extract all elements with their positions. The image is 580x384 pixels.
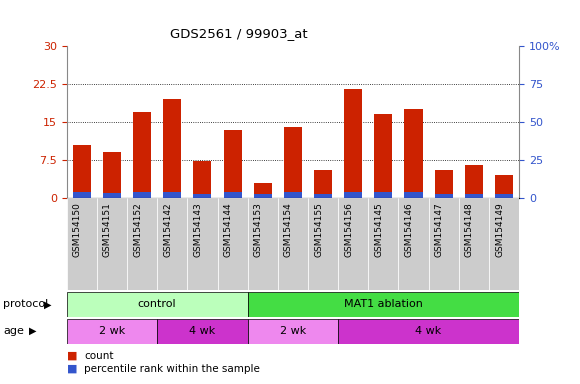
Text: GSM154150: GSM154150	[72, 202, 82, 257]
Text: GSM154147: GSM154147	[434, 202, 444, 257]
Text: count: count	[84, 351, 114, 361]
Text: ▶: ▶	[44, 299, 51, 310]
Bar	[127, 198, 157, 290]
Bar	[133, 192, 151, 198]
Bar	[284, 127, 302, 198]
Text: 2 wk: 2 wk	[280, 326, 306, 336]
Bar	[495, 194, 513, 198]
Bar	[434, 194, 453, 198]
Bar	[404, 192, 423, 198]
Bar	[495, 175, 513, 198]
Bar	[344, 192, 362, 198]
Bar	[223, 129, 242, 198]
Text: ▶: ▶	[30, 326, 37, 336]
Bar	[157, 198, 187, 290]
Bar	[253, 194, 272, 198]
Bar	[193, 161, 212, 198]
Text: GSM154149: GSM154149	[495, 202, 504, 257]
Bar	[103, 152, 121, 198]
Bar	[374, 114, 393, 198]
Bar	[429, 198, 459, 290]
Bar	[344, 89, 362, 198]
Bar	[284, 192, 302, 198]
Text: GSM154154: GSM154154	[284, 202, 293, 257]
Text: GSM154143: GSM154143	[193, 202, 202, 257]
Bar	[489, 198, 519, 290]
Text: percentile rank within the sample: percentile rank within the sample	[84, 364, 260, 374]
Bar	[338, 198, 368, 290]
Text: GDS2561 / 99903_at: GDS2561 / 99903_at	[170, 27, 307, 40]
Bar	[97, 198, 127, 290]
Bar	[465, 194, 483, 198]
Text: GSM154146: GSM154146	[404, 202, 414, 257]
Bar	[67, 319, 157, 344]
Bar	[163, 99, 182, 198]
Text: GSM154142: GSM154142	[163, 202, 172, 257]
Text: GSM154151: GSM154151	[103, 202, 112, 257]
Text: GSM154153: GSM154153	[253, 202, 263, 257]
Text: 2 wk: 2 wk	[99, 326, 125, 336]
Bar	[434, 170, 453, 198]
Bar	[193, 194, 212, 198]
Bar	[67, 198, 97, 290]
Bar	[253, 183, 272, 198]
Bar	[314, 170, 332, 198]
Bar	[163, 192, 182, 198]
Bar	[133, 112, 151, 198]
Text: GSM154145: GSM154145	[374, 202, 383, 257]
Bar	[314, 194, 332, 198]
Bar	[398, 198, 429, 290]
Text: ■: ■	[67, 364, 81, 374]
Bar	[223, 192, 242, 198]
Text: GSM154148: GSM154148	[465, 202, 474, 257]
Bar	[465, 165, 483, 198]
Text: GSM154155: GSM154155	[314, 202, 323, 257]
Text: ■: ■	[67, 351, 81, 361]
Text: 4 wk: 4 wk	[415, 326, 442, 336]
Bar	[459, 198, 489, 290]
Text: MAT1 ablation: MAT1 ablation	[344, 299, 423, 310]
Bar	[103, 193, 121, 198]
Bar	[157, 319, 248, 344]
Bar	[374, 192, 393, 198]
Bar	[218, 198, 248, 290]
Bar	[248, 292, 519, 317]
Bar	[338, 319, 519, 344]
Bar	[308, 198, 338, 290]
Bar	[248, 319, 338, 344]
Bar	[248, 198, 278, 290]
Bar	[72, 192, 91, 198]
Text: GSM154152: GSM154152	[133, 202, 142, 257]
Bar	[67, 292, 248, 317]
Bar	[72, 145, 91, 198]
Text: control: control	[138, 299, 176, 310]
Text: protocol: protocol	[3, 299, 48, 310]
Bar	[404, 109, 423, 198]
Bar	[278, 198, 308, 290]
Text: GSM154144: GSM154144	[223, 202, 233, 257]
Text: GSM154156: GSM154156	[344, 202, 353, 257]
Text: 4 wk: 4 wk	[189, 326, 216, 336]
Bar	[187, 198, 218, 290]
Text: age: age	[3, 326, 24, 336]
Bar	[368, 198, 398, 290]
